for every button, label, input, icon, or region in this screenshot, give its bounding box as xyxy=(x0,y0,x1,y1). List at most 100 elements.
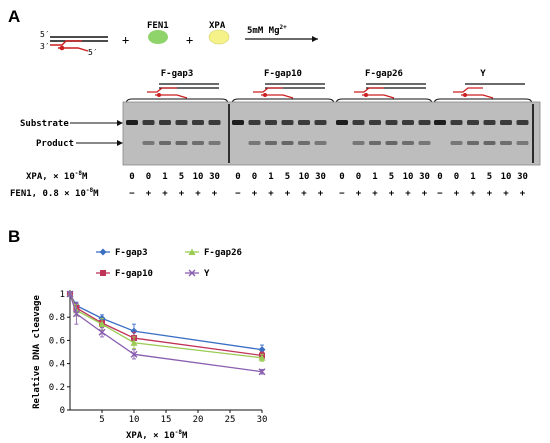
x-tick-label: 30 xyxy=(257,415,268,425)
y-axis-label: Relative DNA cleavage xyxy=(31,295,42,409)
group-label: F-gap10 xyxy=(264,69,302,79)
panel-b-letter: B xyxy=(8,227,20,246)
fen1-value: + xyxy=(318,189,324,199)
substrate-band xyxy=(402,120,414,125)
product-band xyxy=(175,141,188,145)
substrate-band xyxy=(298,120,310,125)
data-point xyxy=(98,328,106,336)
xpa-value: 30 xyxy=(209,172,220,182)
product-band xyxy=(159,141,171,145)
substrate-band xyxy=(314,120,327,125)
legend-entry: F-gap26 xyxy=(185,248,242,258)
substrate-band xyxy=(175,120,188,125)
group-schematic xyxy=(253,83,325,99)
substrate-band xyxy=(159,120,171,125)
product-band xyxy=(192,141,204,145)
product-band xyxy=(500,141,512,145)
fen1-value: + xyxy=(422,189,428,199)
fen1-value: + xyxy=(520,189,526,199)
group-label: Y xyxy=(480,69,486,79)
xpa-value: 0 xyxy=(252,172,257,182)
y-tick-label: 1 xyxy=(60,290,65,300)
series-f-gap26 xyxy=(66,290,266,362)
gel-image xyxy=(122,101,541,166)
series-line xyxy=(69,293,263,373)
data-point xyxy=(188,269,196,277)
y-tick-label: 0.4 xyxy=(49,360,65,370)
fen1-value: + xyxy=(252,189,258,199)
xpa-value: 10 xyxy=(501,172,512,182)
substrate-band xyxy=(418,120,431,125)
panel-a-letter: A xyxy=(8,7,20,26)
xpa-value: 10 xyxy=(299,172,310,182)
xpa-value: 5 xyxy=(487,172,492,182)
substrate-band xyxy=(516,120,529,125)
substrate-band xyxy=(369,120,381,125)
data-point xyxy=(258,354,266,361)
fen1-value: + xyxy=(301,189,307,199)
data-point xyxy=(100,270,106,276)
fen1-label: FEN1 xyxy=(147,21,169,31)
legend-label: F-gap26 xyxy=(204,248,242,258)
data-point xyxy=(188,248,196,255)
xpa-value: 5 xyxy=(179,172,184,182)
xpa-value: 0 xyxy=(437,172,442,182)
mg-label: 5mM Mg2+ xyxy=(247,24,287,36)
y-tick-label: 0.6 xyxy=(49,336,65,346)
fen1-value: − xyxy=(129,189,135,199)
fen1-value: − xyxy=(339,189,345,199)
product-band xyxy=(402,141,414,145)
substrate-band xyxy=(232,120,244,125)
series-line xyxy=(69,293,263,359)
xpa-value: 0 xyxy=(356,172,361,182)
fen1-value: + xyxy=(268,189,274,199)
x-tick-label: 25 xyxy=(225,415,236,425)
legend-label: F-gap3 xyxy=(115,248,148,258)
plus-sign-2: + xyxy=(186,33,193,47)
product-label: Product xyxy=(36,139,74,149)
substrate-schematic: 5′ 3′ 5′ xyxy=(40,30,108,57)
product-band xyxy=(418,141,431,145)
legend-entry: F-gap10 xyxy=(96,269,153,279)
fen1-value: + xyxy=(389,189,395,199)
xpa-value: 1 xyxy=(372,172,377,182)
fen1-value: + xyxy=(212,189,218,199)
substrate-band xyxy=(483,120,496,125)
product-band xyxy=(483,141,496,145)
x-tick-label: 15 xyxy=(161,415,172,425)
fen1-value: + xyxy=(285,189,291,199)
product-band xyxy=(467,141,479,145)
substrate-band xyxy=(352,120,365,125)
fen1-value: + xyxy=(487,189,493,199)
xpa-value: 5 xyxy=(389,172,394,182)
substrate-band xyxy=(142,120,155,125)
group-schematic xyxy=(453,83,525,99)
legend-label: F-gap10 xyxy=(115,269,153,279)
group-label: F-gap3 xyxy=(161,69,194,79)
fen1-value: + xyxy=(162,189,168,199)
group-labels: F-gap3 F-gap10 F-gap26 Y xyxy=(125,69,533,105)
product-band xyxy=(314,141,327,145)
xpa-value: 0 xyxy=(129,172,134,182)
substrate-band xyxy=(467,120,479,125)
fen1-value: + xyxy=(146,189,152,199)
group-schematic xyxy=(354,83,426,99)
plus-sign-1: + xyxy=(122,33,129,47)
data-point xyxy=(130,350,138,358)
xpa-value: 1 xyxy=(268,172,273,182)
substrate-band xyxy=(192,120,204,125)
product-band xyxy=(142,141,155,145)
series-y xyxy=(66,290,266,376)
fen1-value: + xyxy=(454,189,460,199)
fen1-value: + xyxy=(372,189,378,199)
xpa-label: XPA xyxy=(209,21,226,31)
five-prime-top-label: 5′ xyxy=(40,30,50,39)
fen1-icon xyxy=(148,30,168,44)
substrate-band xyxy=(248,120,261,125)
fen1-row-label: FEN1, 0.8 × 10-8M xyxy=(10,187,99,199)
y-tick-label: 0.8 xyxy=(49,313,65,323)
data-point xyxy=(258,346,266,354)
substrate-band xyxy=(385,120,398,125)
substrate-band xyxy=(450,120,463,125)
y-tick-label: 0 xyxy=(60,406,65,416)
